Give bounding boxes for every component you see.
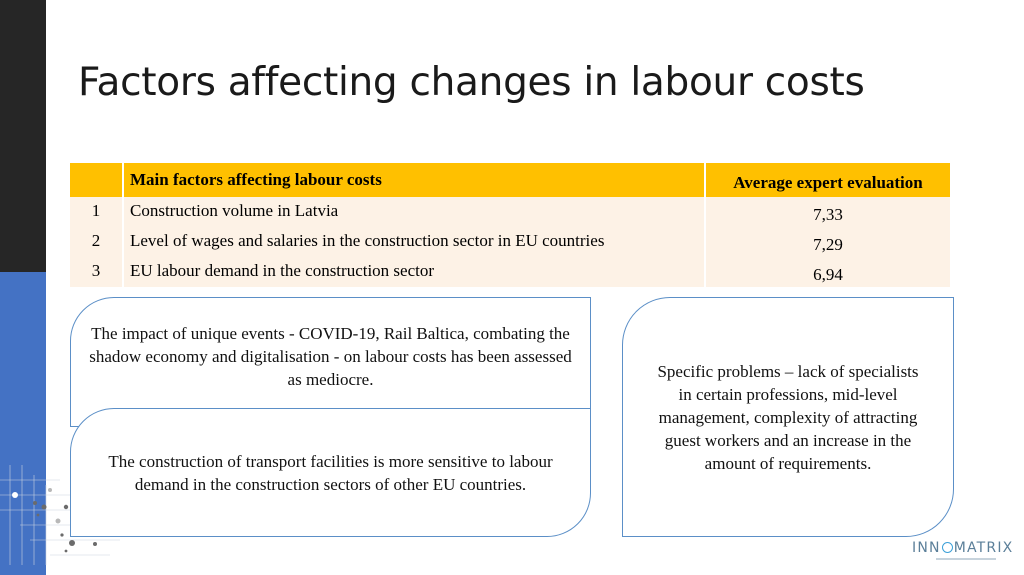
transport-text: The construction of transport facilities…	[108, 451, 553, 494]
unique-events-box: The impact of unique events - COVID-19, …	[70, 297, 591, 427]
row-eval: 7,33	[705, 197, 952, 227]
row-number: 1	[70, 197, 124, 227]
table-row: 3 EU labour demand in the construction s…	[70, 257, 952, 287]
logo-text-part1: INN	[912, 540, 941, 556]
row-factor: Level of wages and salaries in the const…	[123, 227, 706, 257]
table-row: 2 Level of wages and salaries in the con…	[70, 227, 952, 257]
sidebar-blue-band	[0, 272, 46, 575]
row-factor: EU labour demand in the construction sec…	[123, 257, 706, 287]
slide-title: Factors affecting changes in labour cost…	[78, 60, 865, 105]
table-row: 1 Construction volume in Latvia 7,33	[70, 197, 952, 227]
sidebar-dark-band	[0, 0, 46, 272]
table-header-row: Main factors affecting labour costs Aver…	[70, 163, 952, 197]
row-number: 3	[70, 257, 124, 287]
specific-problems-box: Specific problems – lack of specialists …	[622, 297, 954, 537]
header-number-cell	[70, 163, 124, 197]
unique-events-text: The impact of unique events - COVID-19, …	[89, 323, 572, 389]
header-factor-cell: Main factors affecting labour costs	[123, 163, 706, 197]
row-number: 2	[70, 227, 124, 257]
innomatrix-logo: INN MATRIX	[912, 540, 1013, 556]
logo-text-part2: MATRIX	[953, 540, 1014, 556]
row-eval: 6,94	[705, 257, 952, 287]
row-eval: 7,29	[705, 227, 952, 257]
specific-problems-text: Specific problems – lack of specialists …	[657, 361, 919, 473]
logo-tagline-line	[936, 558, 996, 560]
header-eval-cell: Average expert evaluation	[705, 163, 952, 197]
row-factor: Construction volume in Latvia	[123, 197, 706, 227]
factors-table: Main factors affecting labour costs Aver…	[70, 163, 952, 287]
transport-box: The construction of transport facilities…	[70, 408, 591, 537]
logo-o-icon	[941, 542, 953, 553]
